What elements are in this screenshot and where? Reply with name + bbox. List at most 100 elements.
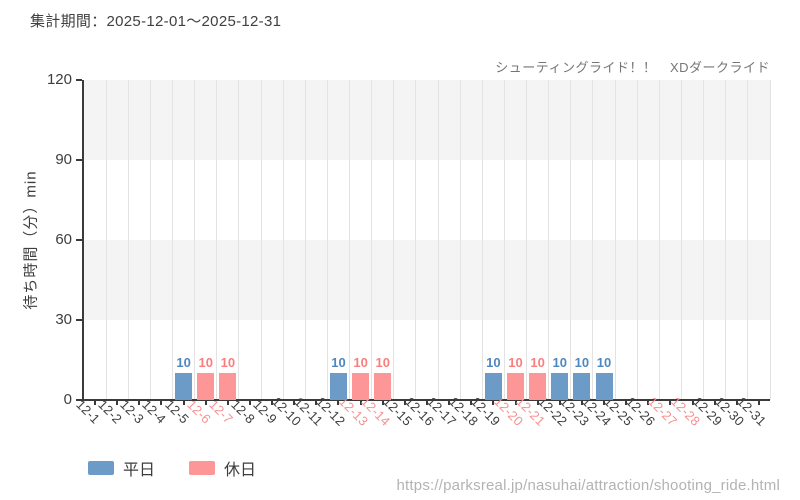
x-tick bbox=[271, 400, 274, 405]
gridline bbox=[459, 80, 461, 400]
bar-value-12-7: 10 bbox=[220, 355, 236, 371]
x-tick bbox=[160, 400, 163, 405]
bar-value-12-21: 10 bbox=[530, 355, 545, 371]
gridline bbox=[127, 80, 129, 400]
x-tick bbox=[248, 400, 251, 405]
bar-value-12-20: 10 bbox=[508, 355, 523, 371]
bar-12-6 bbox=[197, 373, 215, 400]
gridline bbox=[592, 80, 594, 400]
y-tick bbox=[76, 319, 82, 321]
gridline bbox=[614, 80, 616, 400]
legend-item-holiday[interactable]: 休日 bbox=[189, 456, 256, 480]
bar-12-12 bbox=[329, 373, 347, 400]
bar-value-12-19: 10 bbox=[486, 355, 501, 371]
x-tick bbox=[359, 400, 362, 405]
x-tick bbox=[226, 400, 229, 405]
attraction-name: シューティングライド！！ XDダークライド bbox=[495, 60, 770, 75]
bar-value-12-12: 10 bbox=[331, 355, 346, 371]
x-tick bbox=[94, 400, 97, 405]
x-tick bbox=[691, 400, 694, 405]
gridline bbox=[260, 80, 262, 400]
gridline bbox=[326, 80, 328, 400]
bar-value-12-23: 10 bbox=[574, 355, 590, 371]
gridline bbox=[149, 80, 151, 400]
gridline bbox=[548, 80, 550, 400]
bar-12-13 bbox=[352, 373, 370, 400]
gridline bbox=[636, 80, 638, 400]
gridline bbox=[194, 80, 196, 400]
x-tick-label-12-4: 12-4 bbox=[139, 396, 170, 427]
y-axis-line bbox=[82, 80, 84, 401]
x-tick bbox=[448, 400, 451, 405]
y-tick-label: 30 bbox=[55, 311, 72, 328]
bar-12-21 bbox=[529, 373, 547, 400]
gridline bbox=[769, 80, 771, 400]
bar-value-12-6: 10 bbox=[198, 355, 213, 371]
bar-12-19 bbox=[484, 373, 502, 400]
chart-legend: 平日 休日 bbox=[88, 456, 256, 480]
x-tick bbox=[514, 400, 517, 405]
legend-label-holiday: 休日 bbox=[224, 462, 257, 479]
y-tick bbox=[76, 159, 82, 161]
x-tick bbox=[426, 400, 428, 405]
x-tick bbox=[470, 400, 473, 405]
x-tick bbox=[182, 400, 185, 405]
gridline bbox=[503, 80, 505, 400]
bar-12-24 bbox=[595, 373, 613, 400]
gridline bbox=[172, 80, 174, 400]
x-tick bbox=[315, 400, 318, 405]
x-tick bbox=[293, 400, 296, 405]
gridline bbox=[481, 80, 483, 400]
gridline bbox=[725, 80, 727, 400]
source-url: https://parksreal.jp/nasuhai/attraction/… bbox=[396, 477, 780, 494]
y-tick-label: 120 bbox=[46, 71, 72, 88]
y-tick-label: 90 bbox=[55, 151, 72, 168]
wait-time-bar-chart: 0 30 60 90 120 12-1 12-2 12-3 12-4 12-5 12-6 12-7 12… bbox=[47, 72, 771, 429]
bar-value-12-22: 10 bbox=[552, 355, 567, 371]
plot-band bbox=[84, 160, 770, 240]
bar-12-5 bbox=[175, 373, 193, 400]
bar-value-12-5: 10 bbox=[176, 355, 191, 371]
gridline bbox=[238, 80, 240, 400]
legend-item-weekday[interactable]: 平日 bbox=[88, 456, 155, 480]
bar-value-12-14: 10 bbox=[375, 355, 390, 371]
x-tick bbox=[337, 400, 340, 405]
gridline bbox=[393, 80, 395, 400]
y-tick-label: 60 bbox=[55, 231, 72, 248]
gridline bbox=[747, 80, 749, 400]
x-tick bbox=[536, 400, 539, 405]
weekday-color-swatch bbox=[88, 461, 114, 475]
x-tick bbox=[204, 400, 207, 405]
plot-band bbox=[84, 240, 770, 320]
x-tick-label-12-5: 12-5 bbox=[161, 396, 192, 427]
x-tick bbox=[713, 400, 716, 405]
x-tick bbox=[603, 400, 606, 405]
gridline bbox=[658, 80, 660, 400]
x-tick-label-12-6: 12-6 bbox=[183, 396, 214, 427]
gridline bbox=[282, 80, 284, 400]
bar-12-23 bbox=[573, 373, 591, 400]
gridline bbox=[570, 80, 572, 400]
gridline bbox=[415, 80, 417, 400]
gridline bbox=[703, 80, 705, 400]
x-tick bbox=[647, 400, 650, 405]
x-tick bbox=[669, 400, 672, 405]
x-tick-label-12-7: 12-7 bbox=[206, 396, 236, 427]
report-period-title: 集計期間：2025-12-01～2025-12-31 bbox=[30, 13, 282, 30]
holiday-color-swatch bbox=[189, 461, 216, 475]
x-tick bbox=[381, 400, 384, 405]
bar-12-22 bbox=[551, 373, 569, 400]
bar-value-12-13: 10 bbox=[353, 355, 368, 371]
x-tick bbox=[580, 400, 583, 405]
gridline bbox=[526, 80, 528, 400]
gridline bbox=[216, 80, 218, 400]
x-tick bbox=[558, 400, 561, 405]
y-tick bbox=[76, 79, 82, 81]
y-tick bbox=[76, 399, 82, 401]
x-tick bbox=[403, 400, 406, 405]
gridline bbox=[680, 80, 682, 400]
y-tick bbox=[76, 239, 82, 241]
bar-12-7 bbox=[219, 373, 237, 400]
gridline bbox=[304, 80, 306, 400]
